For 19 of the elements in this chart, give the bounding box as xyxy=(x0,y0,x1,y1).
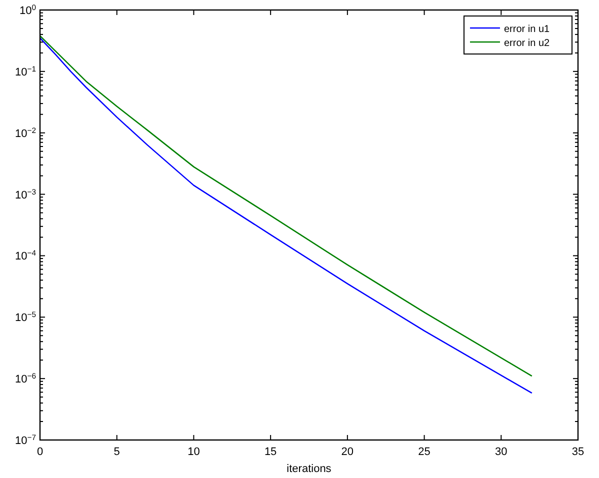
x-tick-label: 20 xyxy=(341,446,354,458)
x-tick-label: 30 xyxy=(495,446,508,458)
y-tick-label: 10$^{−4}$ xyxy=(14,248,37,263)
y-tick-label: 10$^{−6}$ xyxy=(14,371,36,386)
y-tick-label: 10$^{−3}$ xyxy=(14,186,36,202)
x-tick-label: 5 xyxy=(114,446,120,458)
y-tick-label: 10$^{−2}$ xyxy=(14,125,36,140)
y-tick-label: 10$^{−5}$ xyxy=(14,310,36,324)
y-tick-label: 10$^{0}$ xyxy=(19,2,36,17)
x-tick-label: 10 xyxy=(188,446,200,458)
x-tick-label: 0 xyxy=(36,446,44,458)
y-tick-label: 10$^{−7}$ xyxy=(14,432,36,447)
x-tick-label: 15 xyxy=(264,446,277,458)
y-tick-label: 10$^{−1}$ xyxy=(14,64,36,78)
legend-label: error in u1 xyxy=(504,24,550,35)
x-tick-label: 35 xyxy=(572,446,584,458)
legend-label: error in u2 xyxy=(504,38,550,49)
x-tick-label: 25 xyxy=(418,446,430,458)
x-axis-title: iterations xyxy=(286,463,332,475)
